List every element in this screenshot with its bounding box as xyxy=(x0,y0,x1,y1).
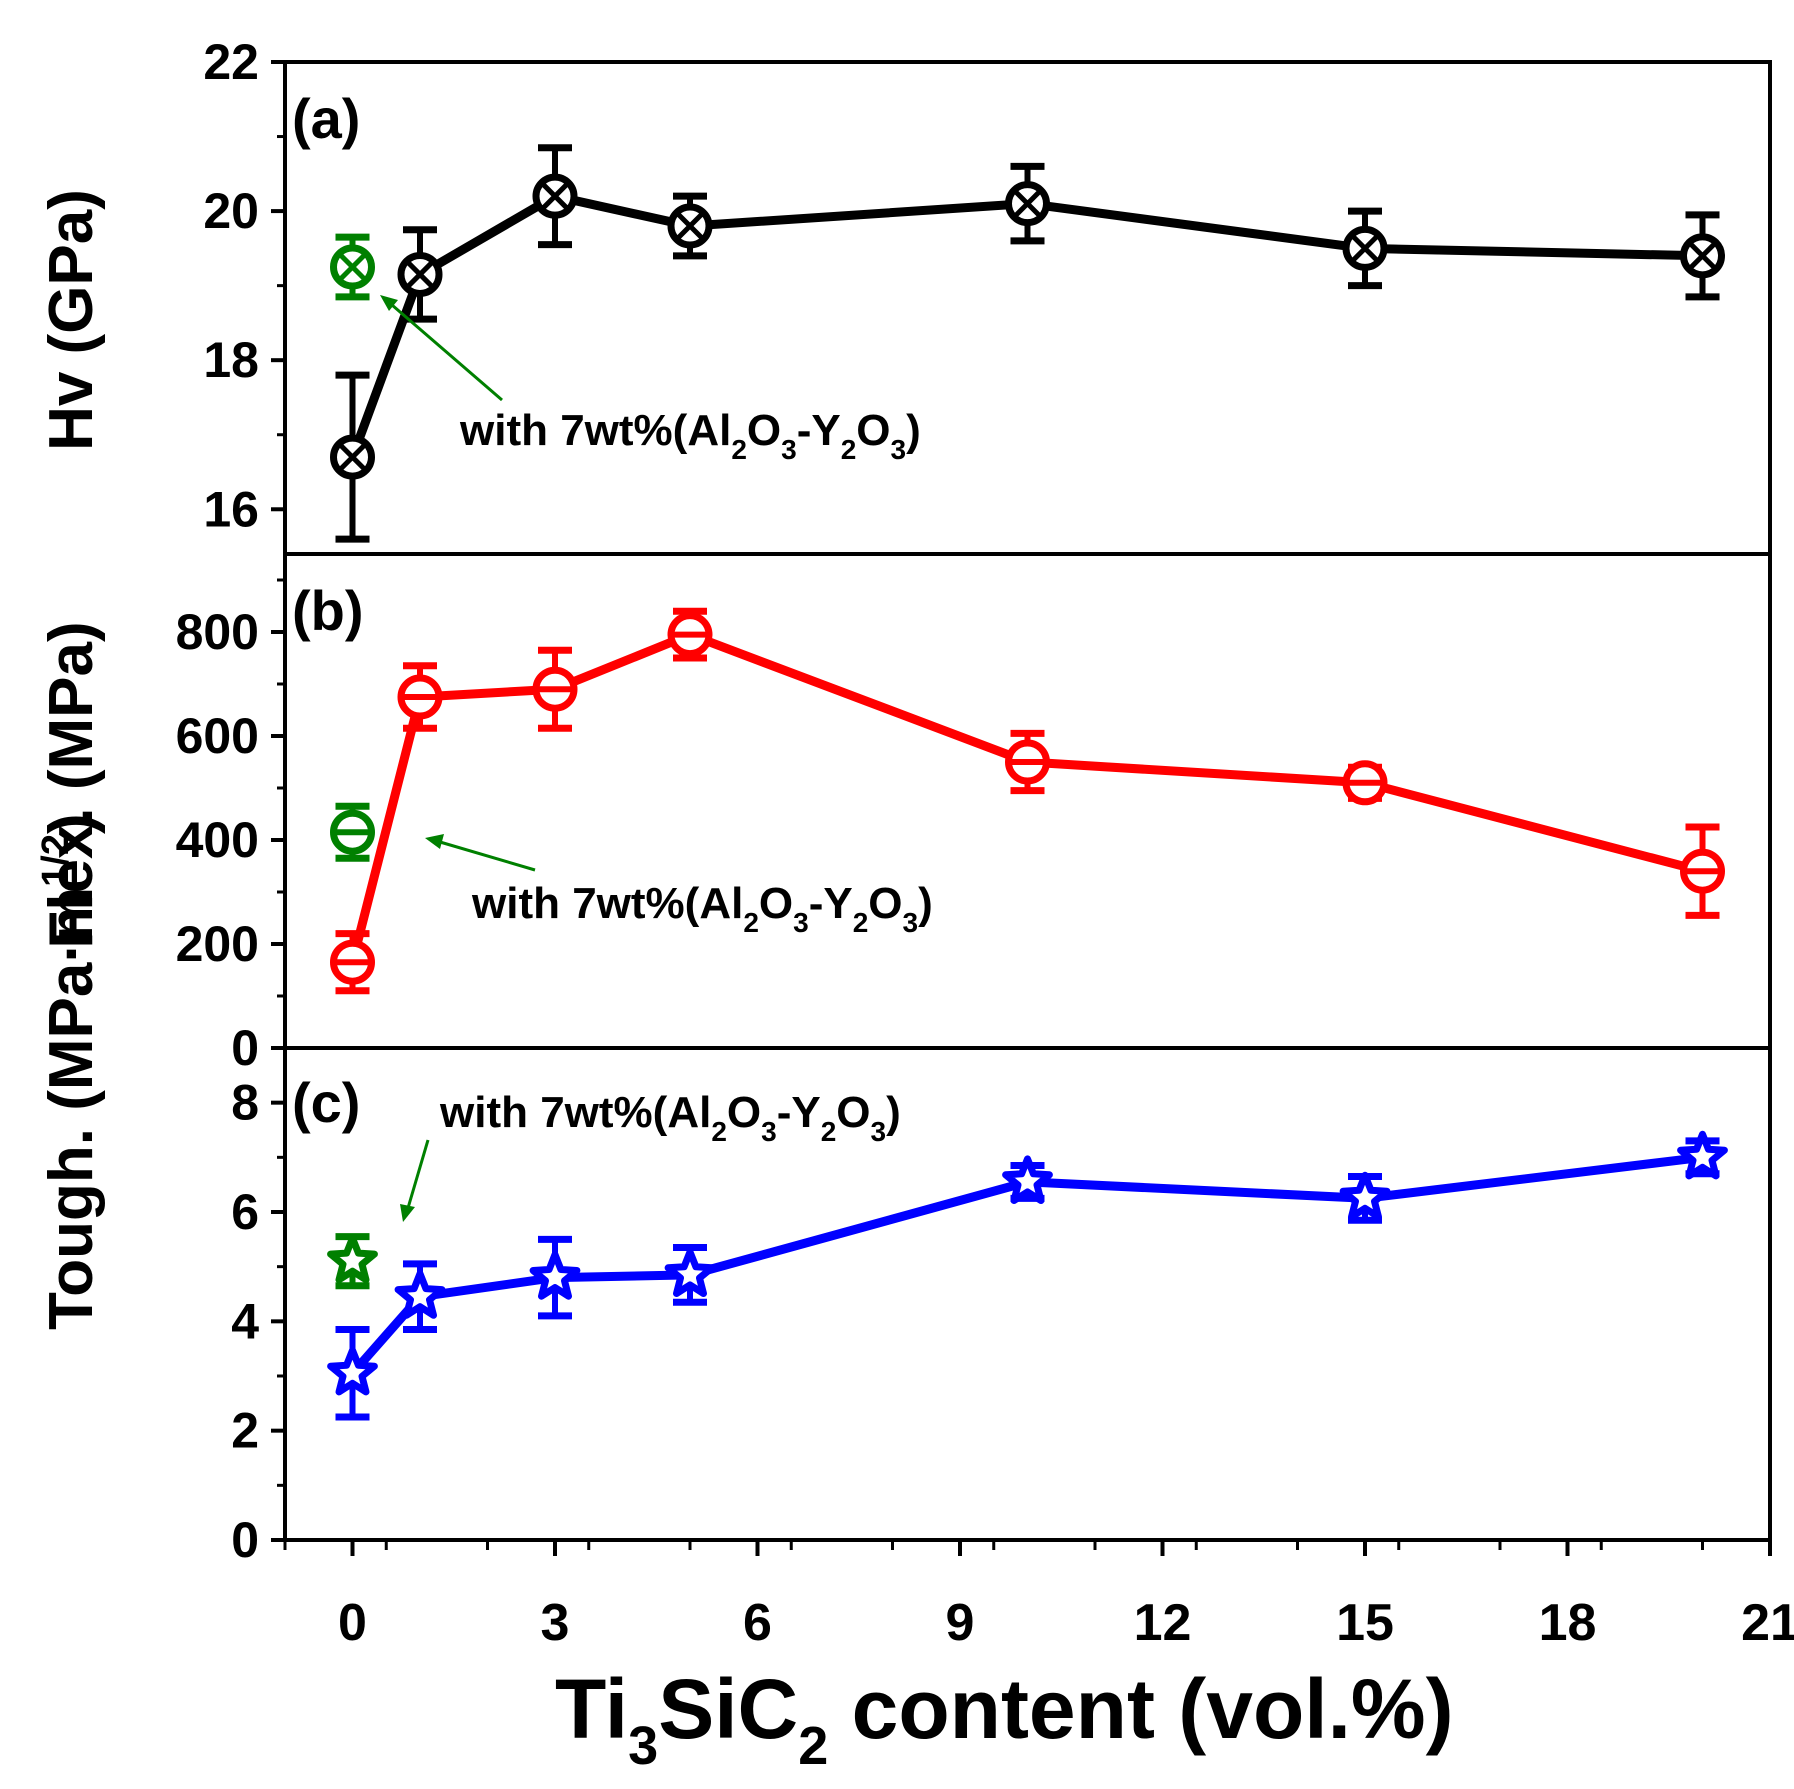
data-point-c-0-3 xyxy=(664,1244,716,1306)
data-point-a-0-6 xyxy=(1680,211,1725,301)
y-tick-label-c-2: 4 xyxy=(231,1293,259,1349)
x-axis-label-tail: content (vol.%) xyxy=(828,1662,1453,1756)
x-tick-label-1: 3 xyxy=(541,1594,570,1652)
annotation-a-text: with 7wt%(Al2O3-Y2O3) xyxy=(459,406,921,465)
marks-layer xyxy=(327,144,1728,1421)
y-tick-label-a-3: 22 xyxy=(203,34,259,90)
marker-cross-2 xyxy=(337,252,368,282)
annotation-a-arrow xyxy=(391,303,503,402)
data-point-b-0-5 xyxy=(1342,760,1388,806)
x-tick-label-7: 21 xyxy=(1741,1594,1794,1652)
data-point-b-0-0 xyxy=(330,930,375,995)
x-tick-label-5: 15 xyxy=(1336,1594,1394,1652)
data-point-a-0-5 xyxy=(1342,207,1388,290)
data-point-c-0-2 xyxy=(529,1235,581,1320)
data-point-b-0-3 xyxy=(667,607,713,662)
data-point-c-0-1 xyxy=(394,1260,446,1334)
x-axis-label: Ti3SiC2 content (vol.%) xyxy=(555,1662,1454,1776)
y-tick-label-c-3: 6 xyxy=(231,1184,259,1240)
panel-label-a: (a) xyxy=(292,87,360,150)
x-axis-label-sub3: 3 xyxy=(628,1716,658,1776)
x-axis-label-ti: Ti xyxy=(555,1662,628,1756)
star-marker xyxy=(394,1270,446,1319)
marker-cross-2 xyxy=(405,259,435,290)
x-tick-label-2: 6 xyxy=(743,1594,772,1652)
annotation-b-arrow xyxy=(439,840,536,872)
y-tick-label-c-1: 2 xyxy=(231,1403,259,1459)
y-tick-label-c-4: 8 xyxy=(231,1075,259,1131)
marker-cross-2 xyxy=(1687,241,1718,271)
data-point-c-0-6 xyxy=(1677,1130,1728,1180)
panel-b-frame xyxy=(283,552,1772,1050)
panel-a-frame xyxy=(283,60,1772,556)
star-marker xyxy=(327,1234,378,1284)
x-axis-label-sub2: 2 xyxy=(798,1716,828,1776)
data-point-a-1-0 xyxy=(330,233,375,301)
marker-cross-2 xyxy=(337,442,368,472)
data-point-a-0-1 xyxy=(397,226,443,323)
data-point-c-0-5 xyxy=(1339,1171,1391,1224)
data-point-b-1-0 xyxy=(330,802,375,862)
x-tick-label-4: 12 xyxy=(1134,1594,1192,1652)
y-tick-label-a-0: 16 xyxy=(203,481,259,537)
annotation-a-arrowhead xyxy=(380,295,398,311)
x-tick-label-3: 9 xyxy=(946,1594,975,1652)
y-axis-label-c: Tough. (MPa·m1/2) xyxy=(35,813,106,1330)
y-axis-label-b: Flex. (MPa) xyxy=(37,621,106,948)
annotation-c-arrowhead xyxy=(400,1204,415,1222)
x-tick-label-6: 18 xyxy=(1539,1594,1597,1652)
data-point-c-0-0 xyxy=(327,1326,378,1421)
annotation-c-text: with 7wt%(Al2O3-Y2O3) xyxy=(439,1088,901,1147)
x-tick-label-0: 0 xyxy=(338,1594,367,1652)
y-tick-label-b-4: 800 xyxy=(176,604,259,660)
data-point-b-0-1 xyxy=(397,662,443,732)
star-marker xyxy=(1002,1155,1053,1204)
star-marker xyxy=(664,1248,716,1297)
star-marker xyxy=(1339,1171,1391,1221)
panel-c-frame xyxy=(283,1046,1772,1542)
data-point-a-0-3 xyxy=(667,192,713,260)
annotation-c-arrow xyxy=(406,1139,430,1209)
marker-cross-2 xyxy=(1012,188,1043,219)
y-tick-label-b-3: 600 xyxy=(176,708,259,764)
marker-cross-2 xyxy=(1350,233,1380,264)
y-tick-label-b-1: 200 xyxy=(176,916,259,972)
annotation-b-text: with 7wt%(Al2O3-Y2O3) xyxy=(471,879,933,938)
star-marker xyxy=(1677,1130,1728,1180)
marker-cross-2 xyxy=(675,211,705,241)
annotation-b-arrowhead xyxy=(425,834,444,849)
data-point-b-0-4 xyxy=(1005,729,1050,795)
y-tick-label-b-0: 0 xyxy=(231,1020,259,1076)
data-point-a-0-0 xyxy=(330,371,375,543)
data-point-a-0-4 xyxy=(1005,162,1050,245)
marker-cross-2 xyxy=(540,181,570,211)
y-axis-label-c-sup: 1/2 xyxy=(35,834,77,887)
panel-label-c: (c) xyxy=(292,1071,360,1134)
y-tick-label-c-0: 0 xyxy=(231,1512,259,1568)
annotation-b: with 7wt%(Al2O3-Y2O3) xyxy=(425,834,933,938)
data-point-c-0-4 xyxy=(1002,1155,1053,1204)
star-marker xyxy=(327,1346,378,1396)
data-point-c-1-0 xyxy=(327,1233,378,1290)
data-point-a-0-2 xyxy=(532,144,578,249)
annotation-a: with 7wt%(Al2O3-Y2O3) xyxy=(380,295,921,465)
y-axis-label-c-main: Tough. (MPa·m xyxy=(37,887,106,1330)
x-axis-label-sic: SiC xyxy=(658,1662,798,1756)
y-tick-label-a-1: 18 xyxy=(203,332,259,388)
panel-label-b: (b) xyxy=(292,579,364,642)
data-point-b-0-2 xyxy=(532,646,578,732)
y-axis-label-c-close: ) xyxy=(37,813,106,834)
star-marker xyxy=(529,1251,581,1300)
y-tick-label-a-2: 20 xyxy=(203,183,259,239)
y-tick-label-b-2: 400 xyxy=(176,812,259,868)
data-point-b-0-6 xyxy=(1680,823,1725,919)
y-axis-label-a: Hv (GPa) xyxy=(37,189,106,451)
annotation-c: with 7wt%(Al2O3-Y2O3) xyxy=(400,1088,901,1222)
